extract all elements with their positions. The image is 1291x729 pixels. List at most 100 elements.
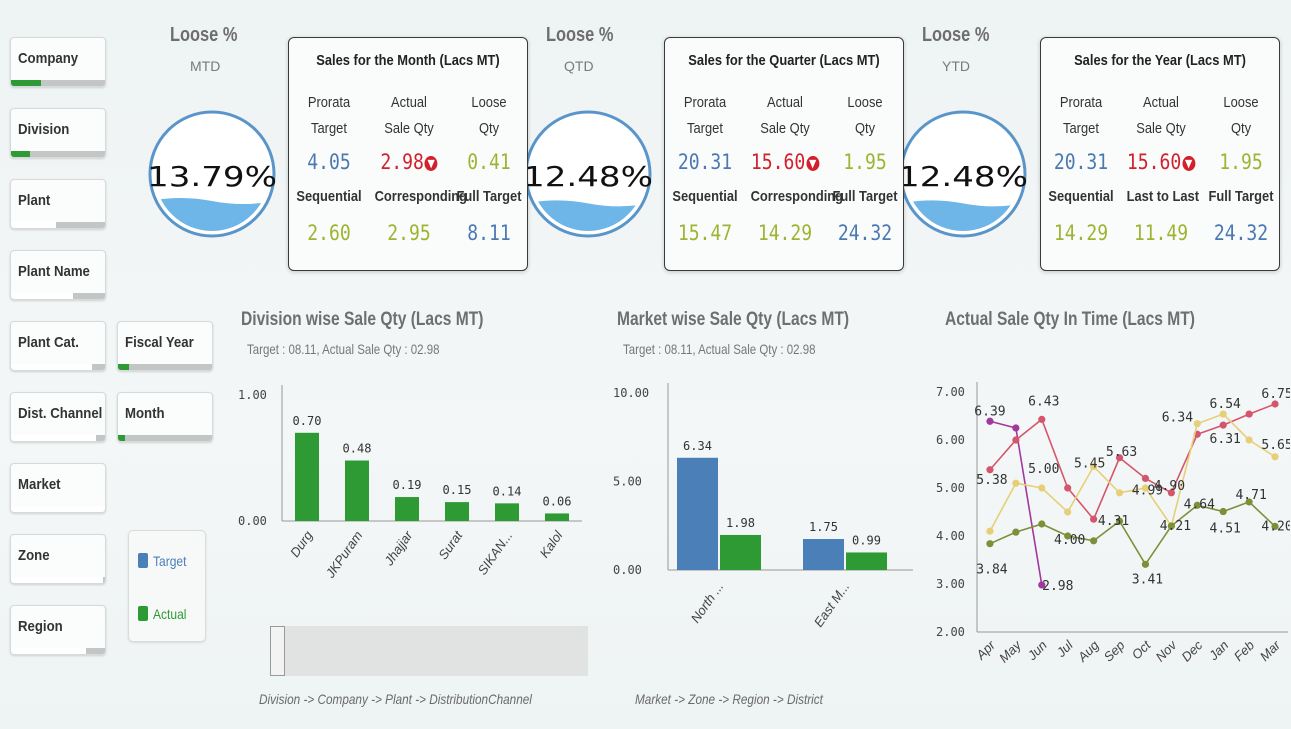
y-tick-label: 0.00 [613,563,642,577]
y-tick-label: 6.00 [936,433,965,447]
bar-actual [445,502,469,521]
kpi-card-month: Sales for the Month (Lacs MT) Prorata Targ… [288,37,528,271]
x-tick-label: Mar [1257,637,1284,664]
market-chart-title: Market wise Sale Qty (Lacs MT) [617,309,850,330]
division-chart-scrollbar[interactable] [270,626,588,676]
line-series [989,500,1276,566]
x-tick-label: Kalol [537,527,567,560]
gauge-fill [531,200,645,231]
metric-header-line2: Sale Qty [760,120,810,137]
x-tick-label: May [996,636,1025,665]
market-bar-chart[interactable]: 10.00 5.00 0.00 6.34 1.98 North ... 1.75 0.99 Ea… [605,375,915,645]
scrollbar-thumb[interactable] [270,626,285,676]
line-point [1064,508,1072,516]
bar-actual [846,552,887,570]
x-tick-label: Durg [287,527,316,559]
metric-value: 20.31 [677,150,733,174]
gauge-ring [899,110,1027,238]
metric-header-line1: Actual [391,94,427,111]
filter-plant[interactable]: Plant [10,179,106,229]
filter-plant-cat[interactable]: Plant Cat. [10,321,106,371]
gauge-qtd-title: Loose % [546,24,614,46]
y-tick-label: 5.00 [613,475,642,489]
x-tick-label: Feb [1231,638,1257,664]
line-point [1012,479,1020,487]
filter-plant-name[interactable]: Plant Name [10,250,106,300]
x-tick-label: SIKAN... [475,528,516,577]
line-point [1245,498,1253,506]
point-value-label: 5.45 [1074,456,1105,471]
line-point [1038,484,1046,492]
bar-actual [395,497,419,521]
filter-division[interactable]: Division [10,108,106,158]
gauge-ring [148,110,276,238]
bar-actual [720,534,761,570]
bar-actual [345,460,369,521]
legend-actual-label: Actual [153,606,187,622]
line-point [1115,454,1124,462]
x-tick-label: Surat [435,527,466,562]
filter-zone[interactable]: Zone [10,534,106,584]
point-value-label: 6.43 [1028,394,1059,409]
gauge-mtd-period: MTD [190,58,221,74]
filter-label: Zone [18,547,50,564]
card-title: Sales for the Quarter (Lacs MT) [688,52,880,69]
bar-target [803,539,844,570]
line-point [1245,436,1253,444]
point-value-label: 4.20 [1261,519,1290,534]
card-title: Sales for the Month (Lacs MT) [316,52,500,69]
y-tick-label: 5.00 [936,481,965,495]
filter-selection-bar [11,222,105,228]
point-value-label: 5.63 [1106,445,1137,460]
metric-header-line2: Qty [478,120,500,137]
point-value-label: 4.64 [1184,497,1215,512]
filter-selection-bar [11,577,105,583]
metric-compare-label: Last to Last [1126,188,1200,205]
filter-dist-channel[interactable]: Dist. Channel [10,392,106,442]
metric-compare-label: Corresponding [750,188,844,205]
y-tick-label: 7.00 [936,385,965,399]
y-tick-label: 10.00 [613,386,649,400]
line-point [1012,436,1020,444]
filter-month[interactable]: Month [117,392,213,442]
legend-actual[interactable]: Actual [138,606,192,622]
filter-label: Plant [18,192,51,209]
x-tick-label: Sep [1101,638,1128,665]
metric-compare-label: Corresponding [374,188,468,205]
line-point [1038,581,1046,589]
filter-selection-bar [118,435,212,441]
line-point [1219,507,1227,516]
metric-header-line1: Prorata [683,94,727,111]
down-arrow-icon: ▼ [424,156,438,171]
y-tick-label: 1.00 [238,388,267,402]
filter-selection-bar [11,293,105,299]
legend-target[interactable]: Target [138,553,192,569]
metric-header-line1: Loose [1223,94,1259,111]
filter-label: Market [18,476,61,493]
filter-fiscal-year[interactable]: Fiscal Year [117,321,213,371]
line-series [989,413,1276,532]
bar-value-label: 1.98 [726,516,755,530]
point-value-label: 4.51 [1210,522,1241,537]
metric-header-line2: Sale Qty [1136,120,1186,137]
line-point [1064,484,1072,492]
line-point [1219,421,1227,429]
filter-region[interactable]: Region [10,605,106,655]
filter-market[interactable]: Market [10,463,106,513]
filter-company[interactable]: Company [10,37,106,87]
point-value-label: 4.90 [1154,479,1185,494]
metric-value: 2.98 [380,150,424,174]
gauge-value: 13.79% [147,160,277,193]
legend-target-swatch [138,553,148,568]
market-drill-path: Market -> Zone -> Region -> District [635,691,823,707]
division-bar-chart[interactable]: 1.00 0.00 0.70 Durg 0.48 JKPuram 0.19 Jhajjar 0.… [230,375,590,615]
metric-compare-label: Sequential [296,188,362,205]
point-value-label: 5.38 [976,473,1007,488]
line-point [986,540,994,548]
line-point [1193,420,1201,428]
gauge-value: 12.48% [898,160,1028,193]
bar-value-label: 0.99 [852,533,881,547]
point-value-label: 4.71 [1235,488,1266,503]
metric-header-line1: Prorata [307,94,351,111]
